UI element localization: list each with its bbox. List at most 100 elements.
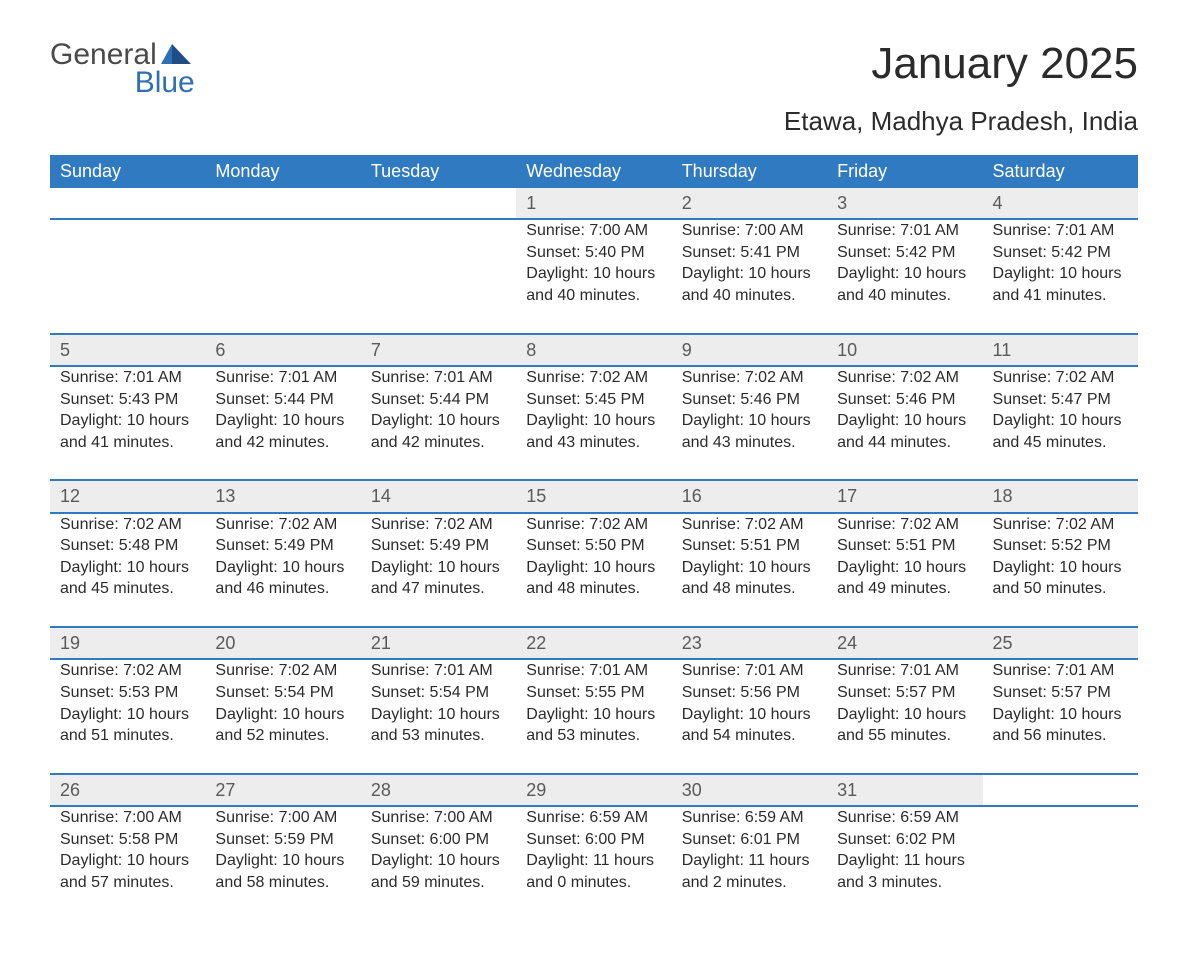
daylight-line: Daylight: 10 hours and 48 minutes. (526, 557, 661, 600)
sunrise-line: Sunrise: 7:01 AM (993, 660, 1128, 682)
day-cell: Sunrise: 7:01 AMSunset: 5:44 PMDaylight:… (205, 366, 360, 480)
daylight-line: Daylight: 10 hours and 54 minutes. (682, 704, 817, 747)
flag-icon (161, 42, 195, 69)
sunset-line: Sunset: 5:50 PM (526, 535, 661, 557)
sunrise-line: Sunrise: 6:59 AM (837, 807, 972, 829)
day-cell: Sunrise: 7:00 AMSunset: 5:40 PMDaylight:… (516, 219, 671, 333)
daylight-line: Daylight: 10 hours and 52 minutes. (215, 704, 350, 747)
day-cell: Sunrise: 7:00 AMSunset: 5:58 PMDaylight:… (50, 806, 205, 919)
location-subtitle: Etawa, Madhya Pradesh, India (50, 106, 1138, 137)
daylight-line: Daylight: 10 hours and 51 minutes. (60, 704, 195, 747)
weekday-header: Thursday (672, 155, 827, 188)
day-cell: Sunrise: 7:01 AMSunset: 5:55 PMDaylight:… (516, 659, 671, 773)
daylight-line: Daylight: 10 hours and 40 minutes. (526, 263, 661, 306)
day-number (205, 188, 360, 219)
daylight-line: Daylight: 10 hours and 45 minutes. (993, 410, 1128, 453)
sunrise-line: Sunrise: 7:00 AM (60, 807, 195, 829)
daylight-line: Daylight: 10 hours and 56 minutes. (993, 704, 1128, 747)
sunrise-line: Sunrise: 7:02 AM (837, 367, 972, 389)
daylight-line: Daylight: 10 hours and 49 minutes. (837, 557, 972, 600)
day-number: 17 (827, 480, 982, 512)
daylight-line: Daylight: 10 hours and 48 minutes. (682, 557, 817, 600)
sunrise-line: Sunrise: 7:02 AM (60, 660, 195, 682)
day-number: 1 (516, 188, 671, 219)
sunrise-line: Sunrise: 7:02 AM (682, 367, 817, 389)
day-cell: Sunrise: 7:02 AMSunset: 5:49 PMDaylight:… (205, 513, 360, 627)
daylight-line: Daylight: 10 hours and 47 minutes. (371, 557, 506, 600)
day-number: 16 (672, 480, 827, 512)
sunrise-line: Sunrise: 7:01 AM (682, 660, 817, 682)
day-number: 21 (361, 627, 516, 659)
daylight-line: Daylight: 10 hours and 41 minutes. (60, 410, 195, 453)
day-number (361, 188, 516, 219)
daylight-line: Daylight: 10 hours and 40 minutes. (837, 263, 972, 306)
day-cell: Sunrise: 6:59 AMSunset: 6:02 PMDaylight:… (827, 806, 982, 919)
sunrise-line: Sunrise: 6:59 AM (526, 807, 661, 829)
day-number: 18 (983, 480, 1138, 512)
day-number: 22 (516, 627, 671, 659)
sunrise-line: Sunrise: 7:01 AM (526, 660, 661, 682)
day-cell: Sunrise: 7:02 AMSunset: 5:46 PMDaylight:… (827, 366, 982, 480)
day-cell: Sunrise: 7:02 AMSunset: 5:51 PMDaylight:… (827, 513, 982, 627)
week-row: Sunrise: 7:01 AMSunset: 5:43 PMDaylight:… (50, 366, 1138, 480)
day-number: 2 (672, 188, 827, 219)
day-number: 13 (205, 480, 360, 512)
day-number: 11 (983, 334, 1138, 366)
day-number: 15 (516, 480, 671, 512)
sunrise-line: Sunrise: 7:02 AM (682, 514, 817, 536)
sunrise-line: Sunrise: 7:02 AM (837, 514, 972, 536)
day-cell: Sunrise: 7:01 AMSunset: 5:44 PMDaylight:… (361, 366, 516, 480)
week-row: Sunrise: 7:00 AMSunset: 5:58 PMDaylight:… (50, 806, 1138, 919)
day-number: 8 (516, 334, 671, 366)
day-number: 26 (50, 774, 205, 806)
day-number: 19 (50, 627, 205, 659)
day-number: 28 (361, 774, 516, 806)
sunrise-line: Sunrise: 7:02 AM (215, 514, 350, 536)
daynum-row: 1234 (50, 188, 1138, 219)
sunset-line: Sunset: 5:52 PM (993, 535, 1128, 557)
sunrise-line: Sunrise: 7:01 AM (993, 220, 1128, 242)
day-number: 20 (205, 627, 360, 659)
sunrise-line: Sunrise: 7:00 AM (682, 220, 817, 242)
sunset-line: Sunset: 5:49 PM (215, 535, 350, 557)
sunset-line: Sunset: 5:55 PM (526, 682, 661, 704)
daylight-line: Daylight: 11 hours and 2 minutes. (682, 850, 817, 893)
daylight-line: Daylight: 10 hours and 43 minutes. (526, 410, 661, 453)
weekday-header: Wednesday (516, 155, 671, 188)
daylight-line: Daylight: 10 hours and 41 minutes. (993, 263, 1128, 306)
day-cell (205, 219, 360, 333)
sunset-line: Sunset: 5:54 PM (215, 682, 350, 704)
day-number: 31 (827, 774, 982, 806)
day-cell: Sunrise: 7:01 AMSunset: 5:56 PMDaylight:… (672, 659, 827, 773)
sunrise-line: Sunrise: 6:59 AM (682, 807, 817, 829)
day-cell: Sunrise: 6:59 AMSunset: 6:00 PMDaylight:… (516, 806, 671, 919)
day-cell: Sunrise: 7:02 AMSunset: 5:53 PMDaylight:… (50, 659, 205, 773)
week-row: Sunrise: 7:00 AMSunset: 5:40 PMDaylight:… (50, 219, 1138, 333)
day-cell: Sunrise: 7:01 AMSunset: 5:42 PMDaylight:… (983, 219, 1138, 333)
daynum-row: 19202122232425 (50, 627, 1138, 659)
day-number: 27 (205, 774, 360, 806)
day-cell: Sunrise: 7:00 AMSunset: 6:00 PMDaylight:… (361, 806, 516, 919)
daylight-line: Daylight: 10 hours and 59 minutes. (371, 850, 506, 893)
day-number: 3 (827, 188, 982, 219)
weekday-header: Tuesday (361, 155, 516, 188)
sunrise-line: Sunrise: 7:00 AM (215, 807, 350, 829)
sunset-line: Sunset: 6:00 PM (526, 829, 661, 851)
day-number: 24 (827, 627, 982, 659)
daylight-line: Daylight: 10 hours and 58 minutes. (215, 850, 350, 893)
day-number: 29 (516, 774, 671, 806)
sunset-line: Sunset: 5:46 PM (682, 389, 817, 411)
sunset-line: Sunset: 5:54 PM (371, 682, 506, 704)
daylight-line: Daylight: 10 hours and 53 minutes. (371, 704, 506, 747)
day-cell: Sunrise: 7:00 AMSunset: 5:59 PMDaylight:… (205, 806, 360, 919)
sunrise-line: Sunrise: 7:01 AM (837, 660, 972, 682)
day-cell: Sunrise: 7:02 AMSunset: 5:48 PMDaylight:… (50, 513, 205, 627)
weekday-header: Saturday (983, 155, 1138, 188)
day-cell: Sunrise: 7:02 AMSunset: 5:54 PMDaylight:… (205, 659, 360, 773)
week-row: Sunrise: 7:02 AMSunset: 5:48 PMDaylight:… (50, 513, 1138, 627)
day-number: 23 (672, 627, 827, 659)
sunrise-line: Sunrise: 7:00 AM (526, 220, 661, 242)
sunset-line: Sunset: 5:57 PM (837, 682, 972, 704)
day-number: 25 (983, 627, 1138, 659)
daylight-line: Daylight: 10 hours and 43 minutes. (682, 410, 817, 453)
